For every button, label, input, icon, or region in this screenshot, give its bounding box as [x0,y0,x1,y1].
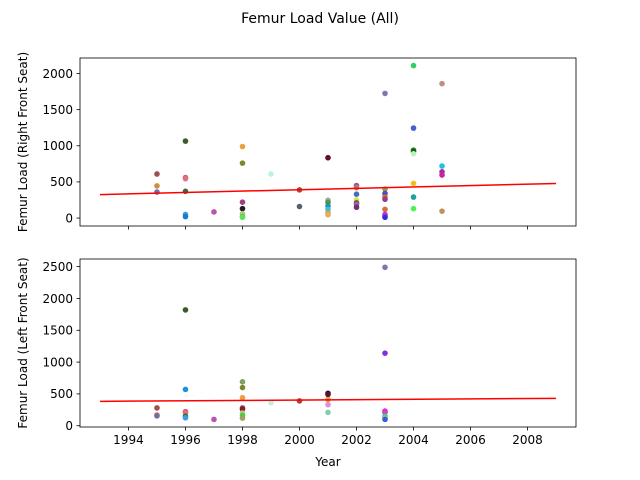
top-data-point [382,214,388,221]
top-trend-line [99,182,557,196]
bottom-y-tick-label: 500 [50,387,73,401]
top-data-point [239,199,246,205]
bottom-y-tick-label: 0 [65,419,73,433]
top-y-tick-label: 0 [65,211,73,225]
bottom-data-point [182,307,189,313]
bottom-y-tick-label: 1500 [42,324,73,338]
bottom-x-tick-label: 2006 [455,433,486,447]
bottom-y-tick-label: 1000 [42,355,73,369]
bottom-data-point [268,400,274,406]
top-y-tick-label: 2000 [42,67,73,81]
bottom-data-point [296,398,303,404]
bottom-x-tick-label: 2008 [512,433,543,447]
top-data-point [382,196,388,203]
bottom-x-axis-label: Year [314,455,340,469]
bottom-data-point [325,391,331,398]
bottom-data-point [239,384,246,391]
top-subplot: 0 500 1000 1500 2000 Femur Load (Right Front … [16,52,577,232]
top-data-point [296,203,303,210]
top-data-point [439,163,445,169]
top-y-tick-label: 1000 [42,139,73,153]
top-data-point [382,206,388,213]
bottom-data-point [154,413,160,419]
top-data-point [325,154,331,161]
top-data-point [410,125,417,131]
top-data-point [410,194,417,200]
top-axes-frame [79,57,577,227]
top-data-point [410,150,417,157]
top-data-point [182,138,189,144]
top-data-point [182,213,189,220]
bottom-data-point [182,386,189,393]
top-data-point [154,183,160,189]
bottom-subplot: 1994 1996 1998 2000 2002 2004 2006 2008 0 500 1000… [16,257,577,469]
top-data-point [439,80,445,87]
bottom-data-point [382,416,388,423]
top-y-tick-label: 1500 [42,103,73,117]
bottom-data-point [239,379,246,385]
top-data-point [410,62,417,69]
bottom-x-tick-label: 1998 [227,433,258,447]
top-data-point [439,172,445,178]
top-data-point [154,171,160,177]
top-y-tick-label: 500 [50,175,73,189]
top-y-axis-label: Femur Load (Right Front Seat) [16,52,30,232]
top-data-point [239,205,246,212]
top-data-point [239,160,246,166]
bottom-data-point [154,405,160,411]
bottom-axes-frame [79,258,577,428]
bottom-x-tick-label: 2000 [284,433,315,447]
figure-title: Femur Load Value (All) [241,11,399,27]
bottom-data-point [182,414,189,421]
bottom-data-point [325,401,331,408]
top-data-point [410,205,417,212]
top-data-point [382,90,388,97]
top-data-point [154,189,160,195]
top-data-point [239,214,246,221]
top-data-point [239,143,246,150]
bottom-data-point [325,409,331,416]
bottom-data-point [211,416,217,423]
bottom-data-point [382,264,388,271]
bottom-x-tick-label: 2004 [398,433,429,447]
top-data-point [325,212,331,218]
bottom-data-point [382,350,388,356]
top-data-point [182,175,189,182]
top-data-point [353,191,360,198]
bottom-y-axis-label: Femur Load (Left Front Seat) [16,257,30,428]
bottom-trend-line [99,397,557,403]
bottom-x-tick-label: 1996 [170,433,201,447]
bottom-data-point [239,415,246,421]
top-data-point [353,204,360,211]
top-data-point [268,171,274,177]
bottom-x-tick-label: 2002 [341,433,372,447]
bottom-y-tick-label: 2500 [42,260,73,274]
top-data-point [211,209,217,215]
bottom-x-tick-label: 1994 [113,433,144,447]
top-data-point [439,208,445,214]
bottom-data-point [239,394,246,401]
top-data-point [410,180,417,187]
bottom-y-tick-label: 2000 [42,292,73,306]
